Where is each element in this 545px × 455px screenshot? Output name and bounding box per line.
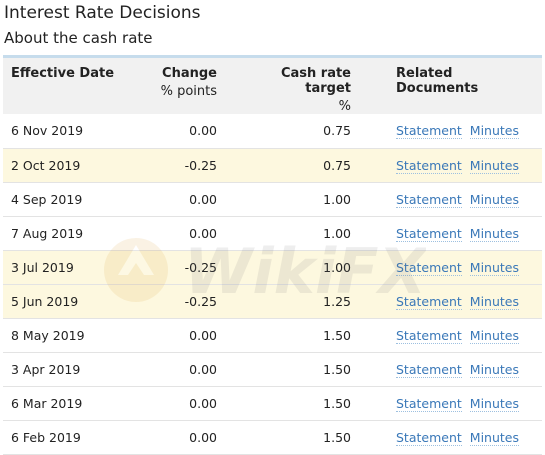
header-target-unit: % (338, 99, 351, 114)
statement-link[interactable]: Statement (396, 259, 462, 276)
header-docs-label: Related Documents (396, 66, 479, 96)
cell-related-documents: Statement Minutes (359, 386, 542, 421)
table-row: 3 Apr 2019 0.00 1.50 Statement Minutes (3, 352, 542, 387)
cell-related-documents: Statement Minutes (359, 182, 542, 217)
cell-effective-date: 4 Sep 2019 (3, 182, 143, 217)
cell-cash-rate-target: 1.50 (225, 352, 359, 387)
table-row: 6 Nov 2019 0.00 0.75 Statement Minutes (3, 114, 542, 149)
statement-link[interactable]: Statement (396, 361, 462, 378)
table-body: 6 Nov 2019 0.00 0.75 Statement Minutes 2 Oct … (3, 114, 542, 455)
cell-related-documents: Statement Minutes (359, 216, 542, 251)
cell-cash-rate-target: 1.50 (225, 318, 359, 353)
rate-decisions-table-wrapper: Effective Date Change % points Cash rate … (3, 55, 542, 455)
header-cash-rate-target: Cash rate target% (225, 57, 359, 114)
cell-effective-date: 6 Nov 2019 (3, 114, 143, 149)
cell-change: 0.00 (143, 114, 225, 149)
minutes-link[interactable]: Minutes (469, 157, 519, 174)
cell-change: -0.25 (143, 284, 225, 319)
minutes-link[interactable]: Minutes (469, 327, 519, 344)
minutes-link[interactable]: Minutes (469, 429, 519, 446)
cell-related-documents: Statement Minutes (359, 114, 542, 149)
cell-cash-rate-target: 1.00 (225, 182, 359, 217)
cell-effective-date: 8 May 2019 (3, 318, 143, 353)
table-row: 3 Jul 2019 -0.25 1.00 Statement Minutes (3, 250, 542, 285)
minutes-link[interactable]: Minutes (469, 191, 519, 208)
cell-effective-date: 2 Oct 2019 (3, 148, 143, 183)
table-row: 2 Oct 2019 -0.25 0.75 Statement Minutes (3, 148, 542, 183)
cell-effective-date: 5 Jun 2019 (3, 284, 143, 319)
cell-related-documents: Statement Minutes (359, 352, 542, 387)
cell-related-documents: Statement Minutes (359, 148, 542, 183)
table-row: 6 Mar 2019 0.00 1.50 Statement Minutes (3, 386, 542, 421)
header-change-label: Change (162, 66, 217, 81)
cell-change: -0.25 (143, 148, 225, 183)
cell-change: 0.00 (143, 216, 225, 251)
cell-effective-date: 6 Mar 2019 (3, 386, 143, 421)
cell-related-documents: Statement Minutes (359, 318, 542, 353)
table-row: 5 Jun 2019 -0.25 1.25 Statement Minutes (3, 284, 542, 319)
table-row: 4 Sep 2019 0.00 1.00 Statement Minutes (3, 182, 542, 217)
cell-related-documents: Statement Minutes (359, 250, 542, 285)
table-row: 8 May 2019 0.00 1.50 Statement Minutes (3, 318, 542, 353)
header-change-unit: % points (160, 84, 217, 99)
page-subtitle: About the cash rate (4, 29, 153, 47)
minutes-link[interactable]: Minutes (469, 123, 519, 140)
table-header-row: Effective Date Change % points Cash rate … (3, 56, 542, 115)
cell-effective-date: 3 Jul 2019 (3, 250, 143, 285)
cell-change: -0.25 (143, 250, 225, 285)
cell-cash-rate-target: 1.00 (225, 250, 359, 285)
cell-cash-rate-target: 0.75 (225, 114, 359, 149)
statement-link[interactable]: Statement (396, 191, 462, 208)
minutes-link[interactable]: Minutes (469, 293, 519, 310)
statement-link[interactable]: Statement (396, 395, 462, 412)
cell-cash-rate-target: 1.25 (225, 284, 359, 319)
cell-change: 0.00 (143, 386, 225, 421)
cell-change: 0.00 (143, 318, 225, 353)
cell-cash-rate-target: 0.75 (225, 148, 359, 183)
page-title: Interest Rate Decisions (4, 3, 201, 23)
statement-link[interactable]: Statement (396, 293, 462, 310)
cell-cash-rate-target: 1.50 (225, 386, 359, 421)
statement-link[interactable]: Statement (396, 327, 462, 344)
statement-link[interactable]: Statement (396, 157, 462, 174)
cell-effective-date: 3 Apr 2019 (3, 352, 143, 387)
cell-effective-date: 7 Aug 2019 (3, 216, 143, 251)
cell-change: 0.00 (143, 352, 225, 387)
statement-link[interactable]: Statement (396, 429, 462, 446)
minutes-link[interactable]: Minutes (469, 225, 519, 242)
minutes-link[interactable]: Minutes (469, 395, 519, 412)
cell-cash-rate-target: 1.00 (225, 216, 359, 251)
header-change: Change % points (143, 57, 225, 115)
statement-link[interactable]: Statement (396, 123, 462, 140)
header-date-label: Effective Date (11, 66, 115, 81)
rate-decisions-table: Effective Date Change % points Cash rate … (3, 55, 542, 455)
cell-related-documents: Statement Minutes (359, 284, 542, 319)
header-related-documents: Related Documents (359, 57, 542, 115)
statement-link[interactable]: Statement (396, 225, 462, 242)
cell-change: 0.00 (143, 182, 225, 217)
header-effective-date: Effective Date (3, 57, 143, 115)
table-row: 7 Aug 2019 0.00 1.00 Statement Minutes (3, 216, 542, 251)
minutes-link[interactable]: Minutes (469, 361, 519, 378)
minutes-link[interactable]: Minutes (469, 259, 519, 276)
header-target-label: Cash rate target (280, 66, 351, 96)
